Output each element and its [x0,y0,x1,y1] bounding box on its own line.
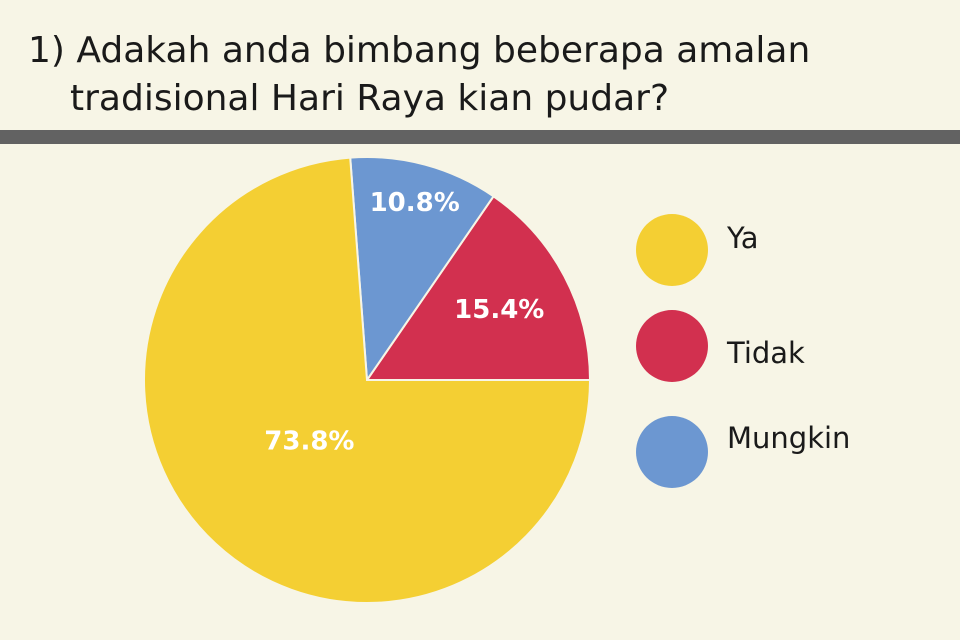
legend-swatch [636,310,708,382]
value-label: 15.4% [454,295,544,325]
legend-label: Ya [726,221,759,255]
legend-swatch [636,214,708,286]
pie-slice [349,156,495,383]
pie-slice [365,194,592,381]
value-label: 73.8% [264,427,354,457]
legend-label: Mungkin [727,421,850,455]
chart-title: 1) Adakah anda bimbang beberapa amalan [28,30,810,71]
chart-title: tradisional Hari Raya kian pudar? [70,78,669,119]
legend: Ya Tidak Mungkin [636,214,850,488]
divider [0,130,960,144]
legend-label: Tidak [726,336,805,370]
pie: 15.4% 10.8% 73.8% [143,156,592,604]
value-label: 10.8% [370,188,460,218]
legend-swatch [636,416,708,488]
pie-slice [143,156,592,604]
